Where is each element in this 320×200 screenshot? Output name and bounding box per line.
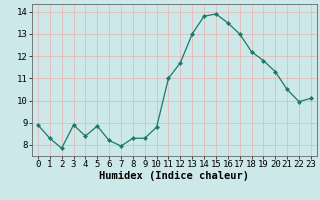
- X-axis label: Humidex (Indice chaleur): Humidex (Indice chaleur): [100, 171, 249, 181]
